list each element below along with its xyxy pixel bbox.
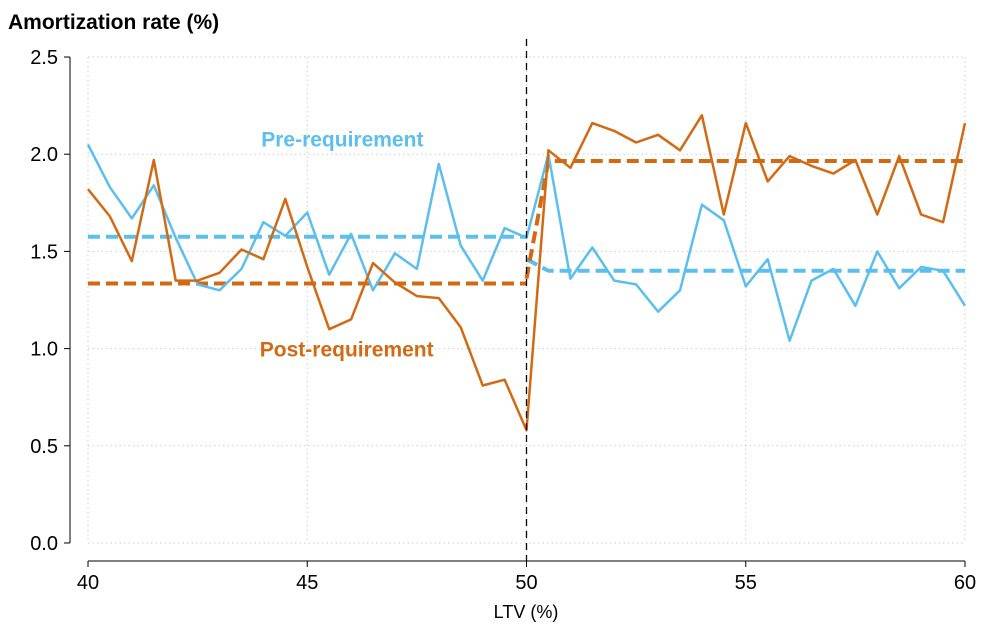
y-tick-label: 0.0 bbox=[30, 533, 58, 555]
pre-requirement-fit-right bbox=[525, 257, 965, 273]
y-tick-label: 2.0 bbox=[30, 144, 58, 166]
x-tick-label: 50 bbox=[515, 572, 537, 594]
x-tick-label: 40 bbox=[77, 572, 99, 594]
x-tick-label: 60 bbox=[954, 572, 976, 594]
x-tick-label: 45 bbox=[296, 572, 318, 594]
pre-requirement-label: Pre-requirement bbox=[261, 128, 423, 151]
y-tick-labels: 0.0 0.5 1.0 1.5 2.0 2.5 bbox=[30, 47, 70, 555]
y-tick-label: 2.5 bbox=[30, 47, 58, 69]
x-tick-label: 55 bbox=[735, 572, 757, 594]
post-requirement-line bbox=[87, 114, 967, 432]
y-tick-label: 0.5 bbox=[30, 436, 58, 458]
chart-title: Amortization rate (%) bbox=[8, 11, 219, 34]
axes bbox=[69, 57, 965, 562]
series-labels: Pre-requirement Post-requirement bbox=[260, 128, 434, 361]
x-tick-labels: 40 45 50 55 60 bbox=[77, 561, 976, 594]
y-tick-label: 1.0 bbox=[30, 339, 58, 361]
y-tick-label: 1.5 bbox=[30, 241, 58, 263]
x-axis-label: LTV (%) bbox=[494, 602, 559, 622]
post-requirement-label: Post-requirement bbox=[260, 338, 434, 361]
